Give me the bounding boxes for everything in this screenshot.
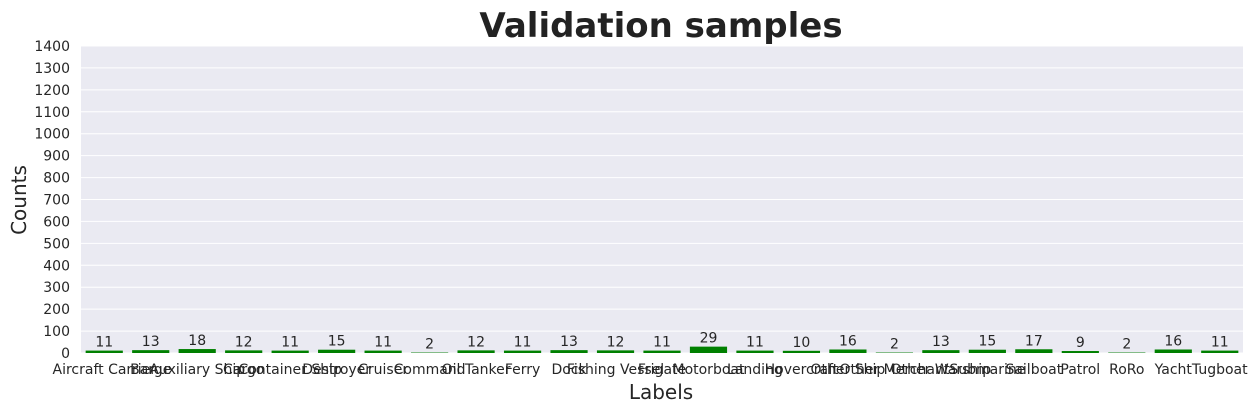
y-tick-label: 0 <box>61 346 70 362</box>
bar-value-label: 13 <box>142 334 160 350</box>
bars <box>85 346 1239 353</box>
y-tick-label: 300 <box>43 280 70 296</box>
x-tick-label: Frigate <box>638 362 686 378</box>
bar <box>550 350 588 353</box>
x-tick-label: Destroyer <box>302 362 371 378</box>
y-tick-label: 600 <box>43 214 70 230</box>
y-axis-ticks: 0 100 200 300 400 500 600 700 800 900 1000 1100 1200… <box>34 39 70 362</box>
bar <box>736 350 774 353</box>
x-axis-label: Labels <box>629 380 693 404</box>
y-tick-label: 700 <box>43 193 70 209</box>
bar-value-label: 12 <box>607 334 625 350</box>
bar-value-label: 11 <box>746 335 764 351</box>
y-tick-label: 1200 <box>34 83 70 99</box>
bar-value-label: 15 <box>978 334 996 350</box>
x-tick-label: Command <box>394 362 466 378</box>
bar-value-label: 18 <box>188 333 206 349</box>
bar-value-label: 16 <box>1164 333 1182 349</box>
bar <box>1154 349 1192 353</box>
y-tick-label: 1300 <box>34 61 70 77</box>
x-tick-label: Patrol <box>1060 362 1100 378</box>
bar-value-label: 13 <box>932 334 950 350</box>
x-tick-label: Sailboat <box>1005 362 1062 378</box>
x-tick-label: Aircraft Carrier <box>53 362 157 378</box>
bar-value-label: 16 <box>839 333 857 349</box>
y-tick-label: 100 <box>43 324 70 340</box>
bar <box>225 350 263 353</box>
bar-value-label: 2 <box>1122 337 1131 353</box>
x-tick-label: Cruiser <box>358 362 408 378</box>
bar <box>1061 351 1099 353</box>
bar <box>178 349 216 353</box>
bar <box>271 350 309 353</box>
bar-value-label: 15 <box>328 334 346 350</box>
y-tick-label: 1400 <box>34 39 70 55</box>
x-tick-label: Ferry <box>505 362 540 378</box>
bar <box>1015 349 1053 353</box>
gridlines <box>81 45 1243 354</box>
y-tick-label: 400 <box>43 258 70 274</box>
bar <box>782 350 821 353</box>
x-tick-label: Yacht <box>1154 362 1193 378</box>
y-tick-label: 800 <box>43 171 70 187</box>
bar-value-label: 13 <box>560 334 578 350</box>
bar <box>364 350 402 353</box>
x-tick-label: Other Warship <box>891 362 992 378</box>
bar <box>1201 350 1239 353</box>
x-tick-label: Barge <box>130 362 171 378</box>
bar-value-label: 17 <box>1025 333 1043 349</box>
bar-value-label: 11 <box>95 335 113 351</box>
x-tick-label: Submarine <box>949 362 1025 378</box>
x-tick-label: Motorboat <box>672 362 744 378</box>
chart-title: Validation samples <box>479 6 842 46</box>
bar <box>596 350 635 353</box>
x-tick-label: Auxiliary Ship <box>149 362 245 378</box>
bar <box>643 350 681 353</box>
x-tick-label: Hovercraft <box>765 362 839 378</box>
x-tick-label: Landing <box>727 362 783 378</box>
bar-value-label: 2 <box>890 337 899 353</box>
x-tick-label: RoRo <box>1109 362 1144 378</box>
bar-value-labels: 11 13 18 12 11 15 11 2 12 11 13 12 11 29 11 10 16 2 13 15 17… <box>95 331 1228 353</box>
x-tick-label: Other Ship <box>811 362 886 378</box>
bar <box>689 346 728 353</box>
bar-value-label: 9 <box>1076 335 1085 351</box>
x-tick-label: Container Ship <box>238 362 342 378</box>
bar <box>968 349 1006 353</box>
bar-value-label: 29 <box>700 331 718 347</box>
y-tick-label: 1100 <box>34 105 70 121</box>
x-tick-label: Oil Tanker <box>442 362 511 378</box>
x-tick-label: Dock <box>551 362 587 378</box>
x-tick-label: Cargo <box>223 362 264 378</box>
bar <box>503 350 542 353</box>
bar-value-label: 2 <box>425 337 434 353</box>
bar <box>85 350 123 353</box>
bar-value-label: 11 <box>281 335 299 351</box>
bar <box>829 349 867 353</box>
bar <box>457 350 495 353</box>
y-tick-label: 200 <box>43 302 70 318</box>
bar-value-label: 12 <box>467 334 485 350</box>
x-tick-label: Fishing Vessel <box>567 362 664 378</box>
bar <box>132 350 170 353</box>
bar-value-label: 12 <box>235 334 253 350</box>
x-tick-label: Tugboat <box>1191 362 1248 378</box>
y-tick-label: 500 <box>43 236 70 252</box>
bar-value-label: 10 <box>793 335 811 351</box>
bar-value-label: 11 <box>514 335 532 351</box>
bar <box>318 349 356 353</box>
bar <box>922 350 960 353</box>
bar-value-label: 11 <box>653 335 671 351</box>
bar-value-label: 11 <box>1211 335 1229 351</box>
bar-value-label: 11 <box>374 335 392 351</box>
y-tick-label: 1000 <box>34 127 70 143</box>
y-tick-label: 900 <box>43 149 70 165</box>
y-axis-label: Counts <box>7 165 31 235</box>
x-tick-label: Other Merchant <box>839 362 949 378</box>
